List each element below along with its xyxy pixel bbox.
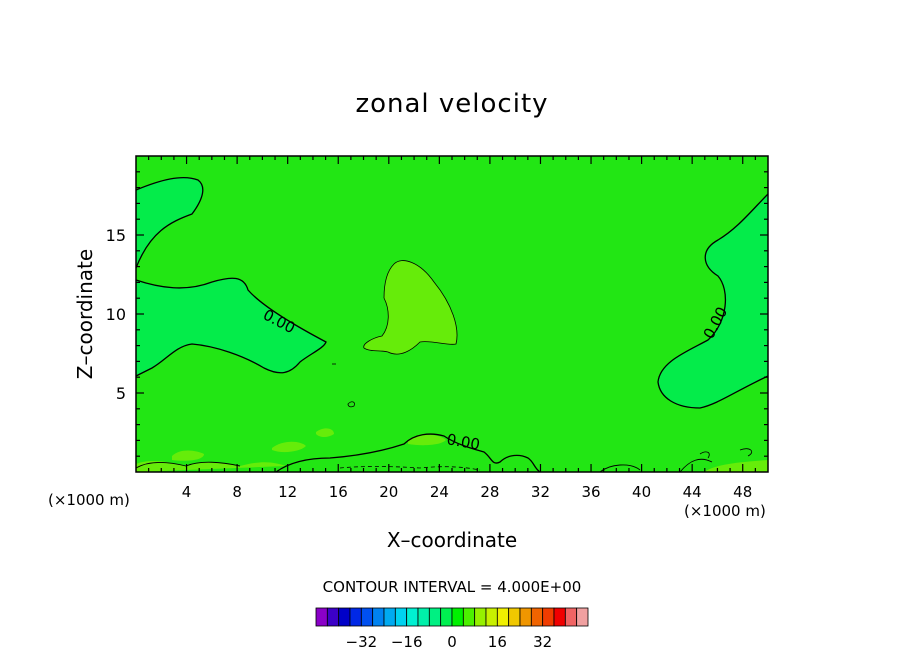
region-positive-bottom-3 <box>272 441 306 453</box>
contour-line-10 <box>347 401 355 408</box>
contour-interval: CONTOUR INTERVAL = 4.000E+00 <box>323 578 582 596</box>
colorbar-swatch <box>406 607 419 627</box>
region-positive-bottom-2 <box>172 450 204 461</box>
x-tick-labels: 4 8 12 16 20 24 28 32 36 40 44 48 <box>182 483 752 501</box>
colorbar-swatch <box>496 607 510 627</box>
colorbar-swatch <box>462 607 476 627</box>
y-tick-labels: 5 10 15 <box>106 226 126 403</box>
colorbar-swatch <box>349 607 362 627</box>
colorbar-tick-label: 32 <box>533 633 552 651</box>
colorbar-swatch <box>338 607 351 627</box>
colorbar-swatch <box>576 607 589 627</box>
colorbar-swatch <box>315 607 328 627</box>
contour-line-9 <box>679 458 713 473</box>
colorbar-swatch <box>440 607 453 627</box>
colorbar-swatch <box>508 607 521 627</box>
contour-line-1 <box>135 177 204 269</box>
contour-line-2 <box>135 277 327 377</box>
x-tick-label: 32 <box>531 483 550 501</box>
colorbar-tick-label: −32 <box>346 633 378 651</box>
x-tick-label: 44 <box>683 483 702 501</box>
colorbar-swatch <box>372 607 385 627</box>
colorbar-tick-label: −16 <box>391 633 423 651</box>
region-positive-bottom-5 <box>704 460 768 472</box>
region-positive-bottom-6 <box>408 434 446 446</box>
contour-line-8 <box>599 464 641 473</box>
y-tick-label: 10 <box>106 305 126 324</box>
x-tick-label: 36 <box>581 483 600 501</box>
x-tick-label: 48 <box>733 483 752 501</box>
colorbar-swatch <box>485 607 498 627</box>
contour-line-5 <box>275 433 541 473</box>
x-tick-label: 28 <box>480 483 499 501</box>
colorbar-swatch <box>564 607 578 627</box>
x-tick-label: 20 <box>379 483 398 501</box>
colorbar-swatch <box>383 607 396 627</box>
colorbar-swatch <box>519 607 532 627</box>
colorbar-swatch <box>542 607 555 627</box>
colorbar-swatch <box>360 607 374 627</box>
colorbar-labels: −32 −16 0 16 32 <box>346 633 553 651</box>
colorbar-swatch <box>326 607 340 627</box>
colorbar-tick-label: 0 <box>447 633 457 651</box>
contour-line-4 <box>363 260 458 355</box>
region-positive-bottom-4 <box>316 428 334 437</box>
x-unit-left: (×1000 m) <box>48 491 130 509</box>
y-axis-label: Z–coordinate <box>73 249 97 379</box>
region-negative-right <box>658 194 768 408</box>
contour-label: 0.00 <box>445 430 481 454</box>
x-tick-label: 16 <box>329 483 348 501</box>
x-axis-label: X–coordinate <box>387 528 517 552</box>
colorbar-swatch <box>428 607 442 627</box>
colorbar-swatch <box>417 607 430 627</box>
colorbar-swatch <box>474 607 487 627</box>
plot-area: 0.00 0.00 0.00 <box>135 155 769 473</box>
contour-line-13 <box>699 451 710 459</box>
region-positive-center <box>363 260 458 355</box>
y-tick-label: 5 <box>116 384 126 403</box>
axis-ticks <box>136 156 768 472</box>
x-tick-label: 12 <box>278 483 297 501</box>
contour-line-12 <box>739 448 753 457</box>
x-tick-label: 40 <box>632 483 651 501</box>
contour-line-3 <box>657 193 769 409</box>
colorbar-swatch <box>553 607 566 627</box>
colorbar-swatch <box>451 607 464 627</box>
colorbar-swatch <box>530 607 544 627</box>
colorbar <box>315 607 589 627</box>
x-tick-label: 4 <box>182 483 192 501</box>
colorbar-tick-label: 16 <box>488 633 507 651</box>
colorbar-swatch <box>394 607 408 627</box>
x-tick-label: 8 <box>232 483 242 501</box>
region-negative-left-middle <box>136 278 326 376</box>
contour-line-6 <box>339 466 481 471</box>
y-tick-label: 15 <box>106 226 126 245</box>
chart-title: zonal velocity <box>355 89 548 119</box>
x-unit-right: (×1000 m) <box>684 502 766 520</box>
x-tick-label: 24 <box>430 483 449 501</box>
